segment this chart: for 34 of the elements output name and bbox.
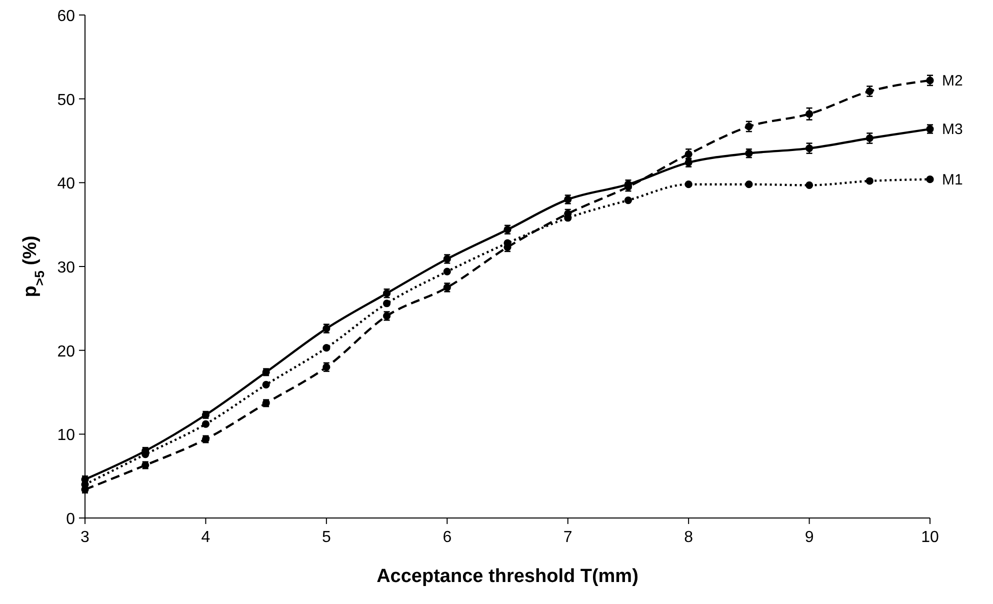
series-label: M2 — [942, 72, 963, 90]
point — [684, 180, 692, 188]
point — [322, 344, 330, 352]
point — [202, 420, 210, 428]
series-label: M1 — [942, 171, 963, 188]
x-tick-label: 5 — [322, 529, 331, 546]
y-tick-label: 30 — [57, 260, 76, 276]
x-tick-label: 7 — [563, 529, 572, 546]
x-tick-label: 8 — [684, 529, 694, 546]
point — [382, 300, 391, 308]
x-tick-label: 10 — [921, 529, 939, 546]
point — [805, 181, 814, 189]
y-tick-label: 50 — [57, 92, 76, 109]
x-axis-title: Acceptance threshold T(mm) — [376, 566, 638, 587]
y-tick-label: 0 — [66, 511, 76, 528]
y-tick-label: 40 — [57, 176, 76, 193]
point — [805, 110, 814, 118]
point — [926, 176, 934, 184]
point — [262, 380, 270, 389]
x-tick-label: 4 — [201, 529, 210, 546]
x-tick-label: 6 — [442, 529, 452, 546]
point — [81, 486, 89, 494]
series-label: M3 — [942, 121, 963, 138]
point — [745, 180, 753, 188]
y-tick-label: 20 — [57, 343, 76, 360]
x-tick-label: 3 — [80, 529, 90, 546]
y-tick-label: 60 — [57, 8, 76, 25]
point — [443, 268, 451, 276]
point — [624, 196, 632, 204]
y-tick-label: 10 — [57, 427, 76, 444]
x-tick-label: 9 — [804, 529, 814, 546]
point — [866, 177, 874, 185]
point — [745, 122, 753, 130]
point — [926, 76, 934, 84]
